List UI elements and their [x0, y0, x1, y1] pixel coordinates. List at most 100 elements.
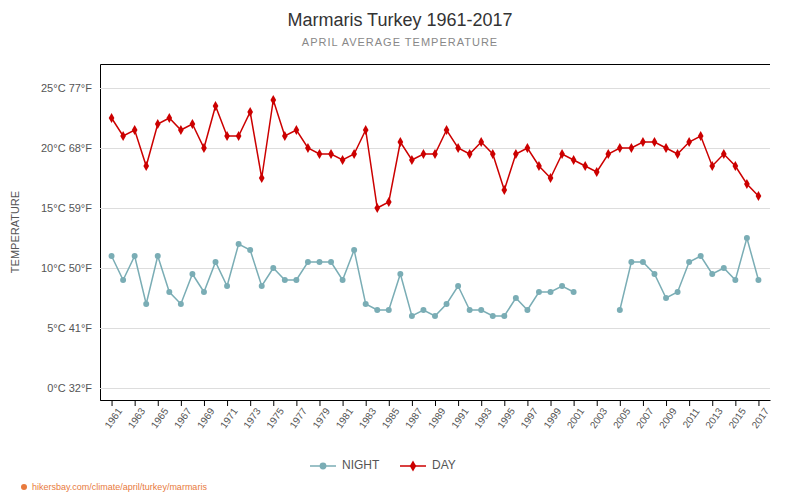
point: [559, 283, 565, 289]
grid-line: [100, 88, 770, 89]
point: [467, 307, 473, 313]
x-tick-label: 1979: [310, 406, 332, 431]
point: [432, 313, 438, 319]
title: Marmaris Turkey 1961-2017: [287, 10, 512, 30]
point: [617, 307, 623, 313]
point: [166, 113, 172, 123]
point: [513, 149, 519, 159]
point: [478, 307, 484, 313]
x-tick-label: 1973: [241, 406, 263, 431]
x-tick: 2003: [588, 400, 610, 430]
point: [755, 277, 761, 283]
grid-line: [100, 148, 770, 149]
x-tick-label: 1961: [102, 406, 124, 431]
tick-mark: [481, 400, 482, 406]
point: [305, 259, 311, 265]
point: [294, 125, 300, 135]
point: [617, 143, 623, 153]
point: [201, 143, 207, 153]
grid-line: [100, 208, 770, 209]
point: [132, 125, 138, 135]
point: [536, 161, 542, 171]
x-tick: 1989: [426, 400, 448, 430]
point: [213, 259, 219, 265]
x-tick-label: 2009: [657, 406, 679, 431]
x-tick: 2001: [565, 400, 587, 430]
tick-mark: [366, 400, 367, 406]
x-tick: 1997: [518, 400, 540, 430]
grid-line: [100, 388, 770, 389]
series-line: [112, 238, 759, 316]
point: [686, 137, 692, 147]
x-tick: 2017: [749, 400, 771, 430]
x-tick-label: 1989: [426, 406, 448, 431]
point: [721, 265, 727, 271]
y-axis-title: TEMPERATURE: [9, 191, 21, 273]
x-tick-label: 1981: [334, 406, 356, 431]
point: [259, 173, 265, 183]
point: [120, 131, 126, 141]
x-tick-label: 1987: [403, 406, 425, 431]
x-tick-label: 1985: [380, 406, 402, 431]
marks: [109, 95, 762, 319]
point: [374, 203, 380, 213]
x-tick: 1991: [449, 400, 471, 430]
point: [236, 131, 242, 141]
y-tick-label: 20°C 68°F: [41, 142, 92, 154]
x-tick: 1981: [334, 400, 356, 430]
x-tick-label: 2003: [588, 406, 610, 431]
tick-mark: [597, 400, 598, 406]
point: [351, 247, 357, 253]
x-tick-label: 1969: [195, 406, 217, 431]
x-tick: 2015: [726, 400, 748, 430]
x-tick-label: 1983: [357, 406, 379, 431]
tick-mark: [712, 400, 713, 406]
point: [317, 149, 323, 159]
point: [663, 143, 669, 153]
point: [178, 125, 184, 135]
point: [525, 143, 531, 153]
tick-mark: [181, 400, 182, 406]
x-tick-label: 2013: [703, 406, 725, 431]
tick-mark: [204, 400, 205, 406]
point: [282, 277, 288, 283]
x-tick-label: 1995: [495, 406, 517, 431]
point: [224, 283, 230, 289]
tick-mark: [158, 400, 159, 406]
point: [109, 113, 115, 123]
point: [305, 143, 311, 153]
x-tick: 1999: [541, 400, 563, 430]
point: [270, 265, 276, 271]
point: [201, 289, 207, 295]
grid-line: [100, 328, 770, 329]
x-tick: 1995: [495, 400, 517, 430]
tick-mark: [666, 400, 667, 406]
point: [270, 95, 276, 105]
x-axis: 1961196319651967196919711973197519771979…: [101, 400, 772, 430]
x-tick-label: 2017: [749, 406, 771, 431]
point: [686, 259, 692, 265]
point: [536, 289, 542, 295]
y-tick: 15°C 59°F: [41, 202, 770, 214]
y-tick: 0°C 32°F: [47, 382, 770, 394]
point: [501, 185, 507, 195]
point: [744, 235, 750, 241]
x-tick: 1979: [310, 400, 332, 430]
point: [582, 161, 588, 171]
x-tick-label: 1993: [472, 406, 494, 431]
point: [455, 143, 461, 153]
x-tick: 1961: [102, 400, 124, 430]
tick-mark: [389, 400, 390, 406]
point: [421, 149, 427, 159]
tick-mark: [689, 400, 690, 406]
point: [363, 125, 369, 135]
legend-swatch-marker: [410, 460, 416, 471]
point: [351, 149, 357, 159]
y-tick: 10°C 50°F: [41, 262, 770, 274]
point: [675, 149, 681, 159]
tick-mark: [227, 400, 228, 406]
tick-mark: [250, 400, 251, 406]
point: [224, 131, 230, 141]
point: [363, 301, 369, 307]
legend: NIGHTDAY: [310, 458, 456, 472]
